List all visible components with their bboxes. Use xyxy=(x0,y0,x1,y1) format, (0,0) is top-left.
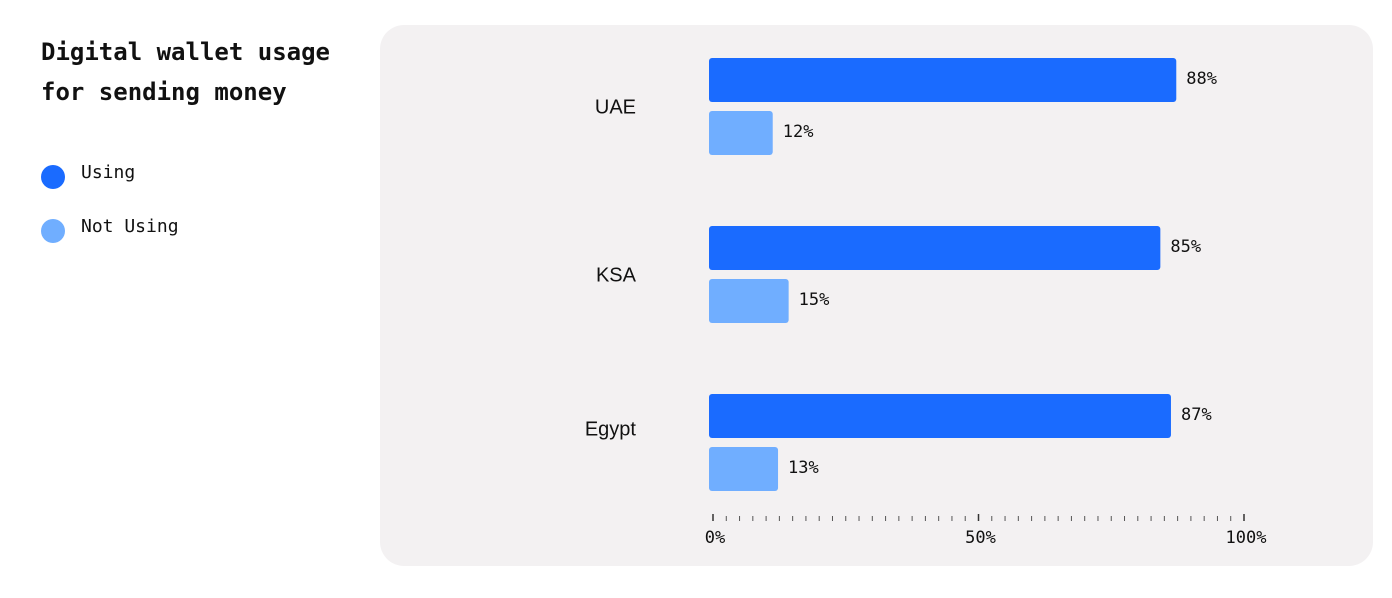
panel xyxy=(380,25,1373,566)
value-label: 87% xyxy=(1181,405,1212,425)
legend-label: Using xyxy=(81,162,135,183)
category-label: Egypt xyxy=(585,418,637,440)
x-tick-label: 0% xyxy=(705,528,725,548)
bar xyxy=(709,58,1177,102)
value-label: 13% xyxy=(788,458,819,478)
category-label: UAE xyxy=(595,96,636,118)
value-label: 88% xyxy=(1186,69,1217,89)
bar xyxy=(709,447,779,491)
legend-label: Not Using xyxy=(81,216,179,237)
bar xyxy=(709,226,1161,270)
x-tick-label: 50% xyxy=(965,528,996,548)
bar xyxy=(709,394,1171,438)
bar xyxy=(709,111,773,155)
legend-swatch xyxy=(41,219,65,243)
value-label: 12% xyxy=(783,122,814,142)
legend-swatch xyxy=(41,165,65,189)
category-label: KSA xyxy=(596,264,637,286)
chart-title: Digital wallet usage for sending money xyxy=(41,38,330,106)
value-label: 85% xyxy=(1170,237,1201,257)
bar xyxy=(709,279,789,323)
x-tick-label: 100% xyxy=(1226,528,1267,548)
value-label: 15% xyxy=(799,290,830,310)
